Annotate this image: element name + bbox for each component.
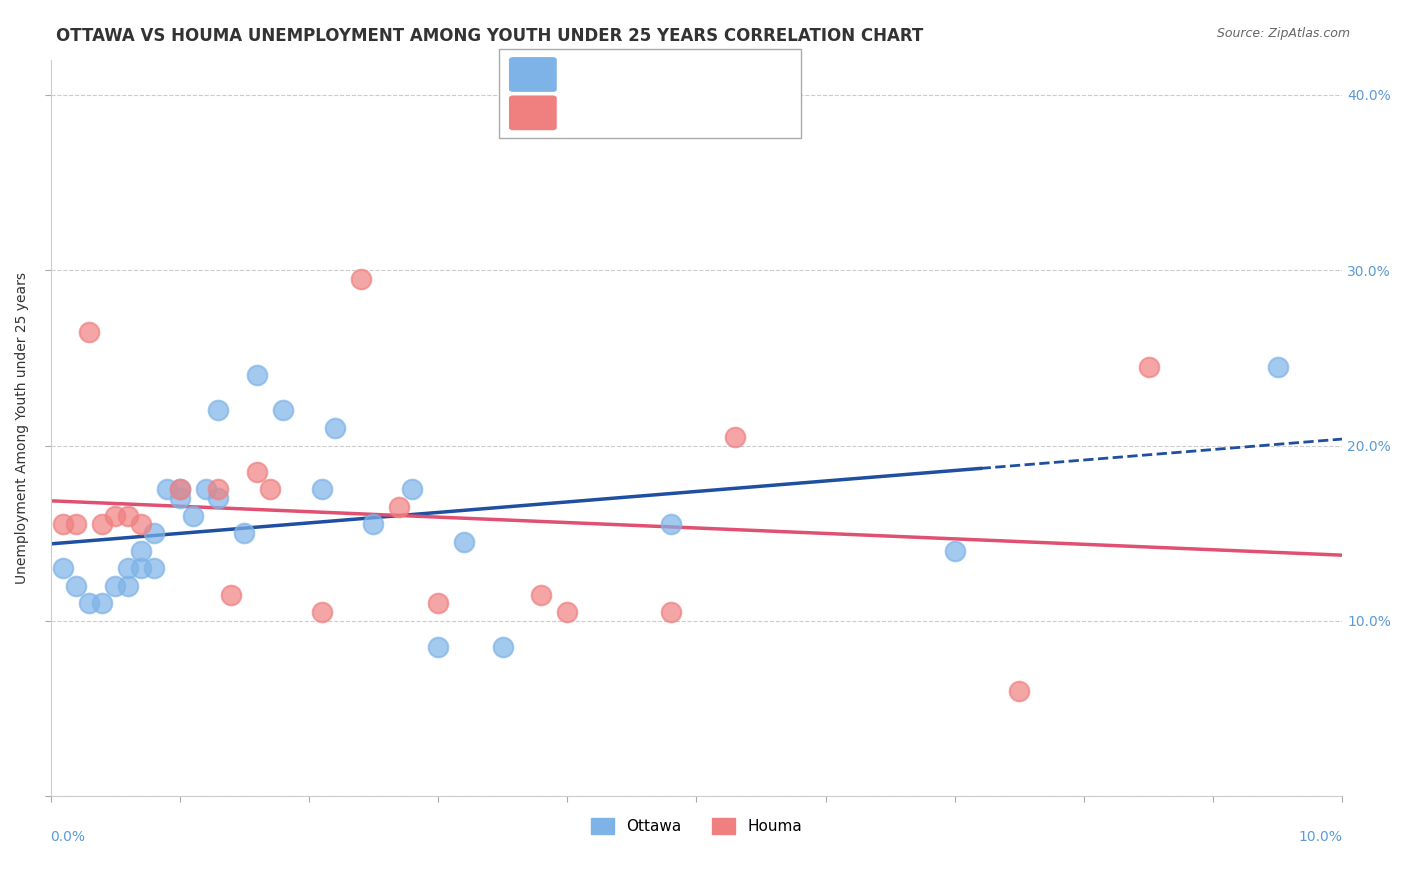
- Point: [129, 561, 152, 575]
- Point: [401, 483, 423, 497]
- Point: [1137, 359, 1160, 374]
- Point: [724, 430, 747, 444]
- Point: [427, 596, 450, 610]
- Point: [169, 483, 191, 497]
- Point: [169, 491, 191, 505]
- Text: 0.0%: 0.0%: [51, 830, 86, 844]
- Point: [194, 483, 217, 497]
- Point: [142, 561, 165, 575]
- Point: [388, 500, 411, 514]
- Text: OTTAWA VS HOUMA UNEMPLOYMENT AMONG YOUTH UNDER 25 YEARS CORRELATION CHART: OTTAWA VS HOUMA UNEMPLOYMENT AMONG YOUTH…: [56, 27, 924, 45]
- Text: 31: 31: [676, 67, 697, 81]
- Point: [156, 483, 179, 497]
- Point: [453, 535, 475, 549]
- Text: Source: ZipAtlas.com: Source: ZipAtlas.com: [1216, 27, 1350, 40]
- Point: [311, 483, 333, 497]
- Point: [943, 543, 966, 558]
- Point: [104, 579, 127, 593]
- Text: R =: R =: [564, 104, 598, 119]
- Legend: Ottawa, Houma: Ottawa, Houma: [585, 812, 808, 840]
- Point: [271, 403, 294, 417]
- Point: [1267, 359, 1289, 374]
- Point: [65, 579, 87, 593]
- Point: [246, 368, 269, 383]
- Point: [555, 605, 578, 619]
- Point: [349, 272, 371, 286]
- Point: [659, 605, 682, 619]
- Point: [259, 483, 281, 497]
- Point: [207, 483, 229, 497]
- Point: [323, 421, 346, 435]
- Text: 22: 22: [676, 104, 697, 119]
- Point: [142, 526, 165, 541]
- Point: [659, 517, 682, 532]
- Point: [52, 517, 75, 532]
- Point: [311, 605, 333, 619]
- Point: [363, 517, 385, 532]
- Point: [77, 596, 100, 610]
- Point: [207, 403, 229, 417]
- Y-axis label: Unemployment Among Youth under 25 years: Unemployment Among Youth under 25 years: [15, 272, 30, 584]
- Text: 10.0%: 10.0%: [1298, 830, 1343, 844]
- Point: [169, 483, 191, 497]
- Point: [91, 596, 114, 610]
- Point: [221, 588, 243, 602]
- Point: [117, 579, 139, 593]
- Text: R =: R =: [564, 67, 598, 81]
- Point: [233, 526, 256, 541]
- Text: N =: N =: [647, 67, 681, 81]
- Point: [129, 517, 152, 532]
- Point: [117, 508, 139, 523]
- Point: [1008, 684, 1031, 698]
- Point: [91, 517, 114, 532]
- Point: [77, 325, 100, 339]
- Point: [207, 491, 229, 505]
- Point: [427, 640, 450, 655]
- Point: [491, 640, 513, 655]
- Text: 0.276: 0.276: [593, 67, 641, 81]
- Point: [246, 465, 269, 479]
- Text: N =: N =: [647, 104, 681, 119]
- Text: 0.132: 0.132: [593, 104, 641, 119]
- Point: [104, 508, 127, 523]
- Point: [181, 508, 204, 523]
- Point: [117, 561, 139, 575]
- Point: [65, 517, 87, 532]
- Point: [52, 561, 75, 575]
- Point: [129, 543, 152, 558]
- Point: [530, 588, 553, 602]
